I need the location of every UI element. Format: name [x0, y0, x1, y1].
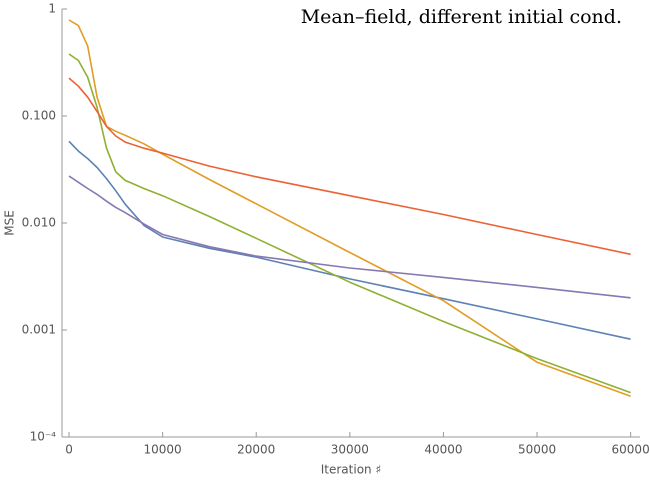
series-line [68, 53, 631, 394]
y-axis-label: MSE [3, 210, 17, 236]
x-tick-label: 30000 [331, 443, 369, 457]
y-tick-label: 0.010 [22, 216, 56, 230]
series-line [68, 77, 631, 256]
y-tick-label: 1 [48, 2, 56, 16]
x-tick-label: 0 [65, 443, 73, 457]
x-tick-label: 20000 [237, 443, 275, 457]
series-line [68, 140, 631, 340]
x-tick-label: 10000 [144, 443, 182, 457]
series-line [68, 175, 631, 299]
x-axis-label: Iteration ♯ [321, 463, 382, 477]
chart-title: Mean–field, different initial cond. [301, 6, 622, 28]
y-tick-label: 10⁻⁴ [30, 430, 57, 444]
x-tick-label: 60000 [612, 443, 650, 457]
y-tick-label: 0.100 [22, 109, 56, 123]
x-tick-label: 40000 [424, 443, 462, 457]
x-tick-label: 50000 [518, 443, 556, 457]
y-tick-label: 0.001 [22, 323, 56, 337]
series-line [68, 19, 631, 398]
